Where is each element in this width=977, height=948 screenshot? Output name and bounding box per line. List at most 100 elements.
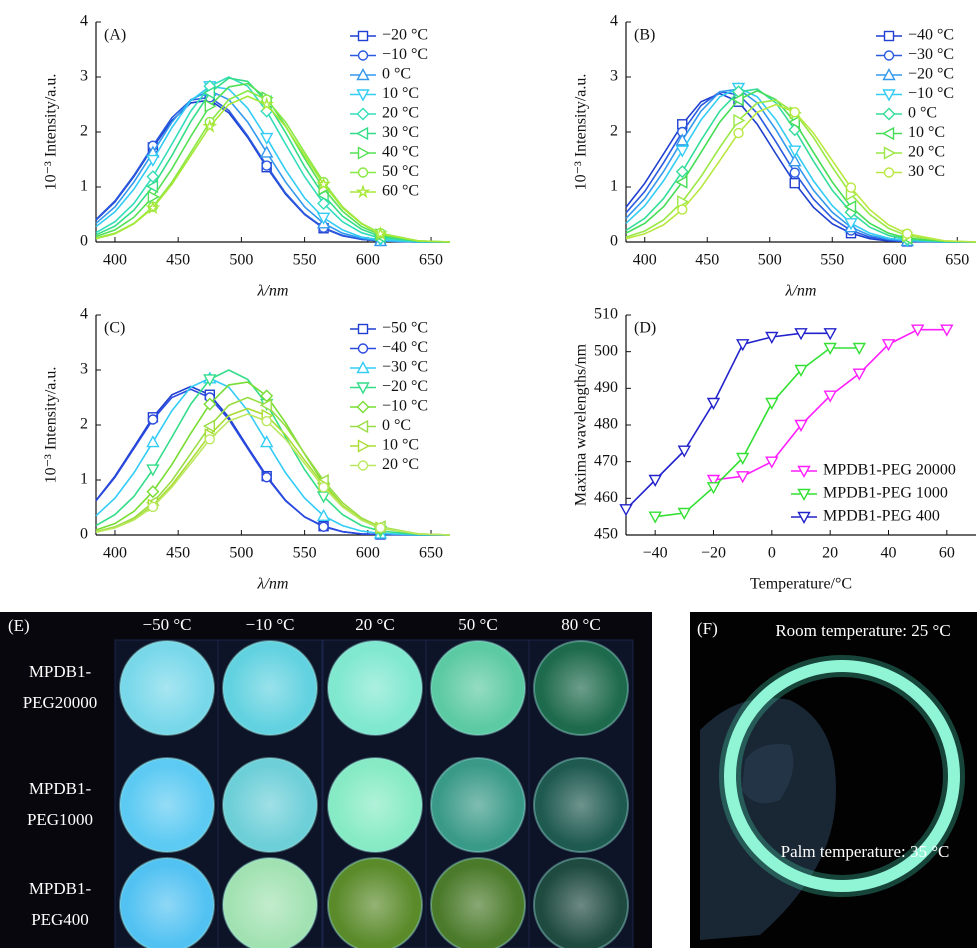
legend-label: 20 °C: [908, 144, 945, 161]
data-point: [794, 328, 808, 341]
x-tick-label: 20: [822, 545, 838, 562]
data-point: [146, 154, 160, 168]
data-point: [318, 481, 329, 493]
thumb: [742, 744, 794, 804]
data-point: [881, 339, 896, 352]
legend-marker: [882, 126, 895, 141]
data-point: [204, 99, 217, 113]
chart-panel: 400 450 500 550 600 650 0 1 2 3 4 (A) λ/nm 10⁻³ Inten…: [43, 13, 451, 300]
panel-label: (C): [104, 320, 125, 337]
y-tick-label: 470: [594, 452, 618, 469]
photo-e: (E) −50 °C −10 °C 20 °C 50 °C 80 °C MPDB1- PEG2…: [0, 612, 652, 948]
plate-glow: [335, 648, 415, 728]
x-tick-label: 500: [229, 545, 253, 562]
data-point: [788, 145, 802, 158]
legend-label: 10 °C: [382, 437, 419, 454]
data-point: [260, 132, 274, 146]
plate-glow: [438, 765, 518, 845]
legend-marker: [355, 184, 371, 199]
x-tick-label: 400: [633, 252, 657, 269]
series-line: [95, 76, 451, 243]
legend-label: MPDB1-PEG 400: [823, 508, 940, 525]
legend-marker: [882, 68, 896, 81]
data-point: [146, 485, 160, 499]
series-line: [625, 89, 977, 243]
data-point: [260, 145, 274, 158]
data-point: [733, 127, 744, 139]
panel-label: (A): [104, 27, 126, 44]
legend-label: −30 °C: [908, 46, 954, 63]
legend-marker: [883, 167, 895, 178]
legend-label: 40 °C: [382, 144, 419, 161]
x-axis-label: λ/nm: [257, 283, 289, 300]
plate-glow: [335, 765, 415, 845]
data-point: [316, 176, 332, 191]
data-point: [852, 342, 866, 355]
legend-marker: [357, 460, 369, 471]
data-point: [372, 225, 388, 241]
legend-marker: [883, 146, 896, 160]
data-point: [146, 435, 160, 448]
x-tick-label: 450: [166, 545, 190, 562]
x-tick-label: 450: [166, 252, 190, 269]
legend-label: MPDB1-PEG 20000: [823, 462, 956, 479]
y-tick-label: 4: [80, 13, 88, 30]
legend-label: 0 °C: [908, 105, 937, 122]
legend-label: −20 °C: [382, 27, 428, 44]
row-label: PEG20000: [23, 693, 98, 712]
data-point: [911, 324, 925, 337]
x-tick-label: 500: [229, 252, 253, 269]
chart-panel: 400 450 500 550 600 650 0 1 2 3 4 (C) λ/nm 10⁻³ Inten…: [43, 306, 451, 593]
data-point: [375, 522, 386, 534]
legend-marker: [356, 400, 370, 414]
data-point: [823, 390, 837, 403]
x-tick-label: 650: [945, 252, 969, 269]
legend-label: 30 °C: [382, 124, 419, 141]
x-tick-label: 400: [103, 252, 127, 269]
data-point: [261, 415, 272, 427]
photo-caption: Palm temperature: 35 °C: [781, 842, 950, 861]
plate-glow: [230, 765, 310, 845]
ring: [724, 660, 960, 892]
row-label: PEG400: [31, 910, 89, 929]
y-axis-label: 10⁻³ Intensity/a.u.: [43, 367, 60, 484]
column-label: −10 °C: [246, 615, 295, 634]
legend-marker: [797, 465, 811, 478]
y-tick-label: 460: [594, 489, 618, 506]
data-point: [202, 118, 218, 133]
y-tick-label: 2: [80, 123, 88, 140]
y-tick-label: 490: [594, 379, 618, 396]
y-tick-label: 3: [80, 68, 88, 85]
legend-marker: [356, 68, 370, 81]
data-point: [844, 218, 858, 231]
data-point: [317, 197, 331, 210]
data-point: [145, 200, 161, 215]
x-tick-label: −40: [643, 545, 668, 562]
x-tick-label: 550: [293, 252, 317, 269]
legend-marker: [356, 126, 369, 141]
legend-label: 0 °C: [382, 66, 411, 83]
y-tick-label: 450: [594, 526, 618, 543]
legend-marker: [882, 107, 896, 121]
column-label: 20 °C: [355, 615, 394, 634]
data-point: [787, 115, 800, 129]
data-point: [259, 96, 275, 111]
y-tick-label: 500: [594, 342, 618, 359]
legend-marker: [883, 30, 895, 42]
row-label: MPDB1-: [29, 779, 92, 798]
data-point: [675, 165, 689, 179]
data-point: [316, 212, 331, 225]
x-tick-label: 400: [103, 545, 127, 562]
data-point: [788, 154, 802, 167]
y-tick-label: 0: [80, 526, 88, 543]
legend-marker: [357, 439, 370, 453]
chart-panel: 400 450 500 550 600 650 0 1 2 3 4 (B) λ/nm 10⁻³ Inten…: [573, 13, 977, 300]
row-label: MPDB1-: [29, 662, 92, 681]
legend-label: −50 °C: [382, 320, 428, 337]
data-point: [706, 397, 721, 410]
data-point: [794, 364, 808, 377]
legend-label: −40 °C: [382, 339, 428, 356]
data-point: [789, 177, 800, 189]
data-point: [765, 397, 779, 410]
legend-label: MPDB1-PEG 1000: [823, 485, 948, 502]
